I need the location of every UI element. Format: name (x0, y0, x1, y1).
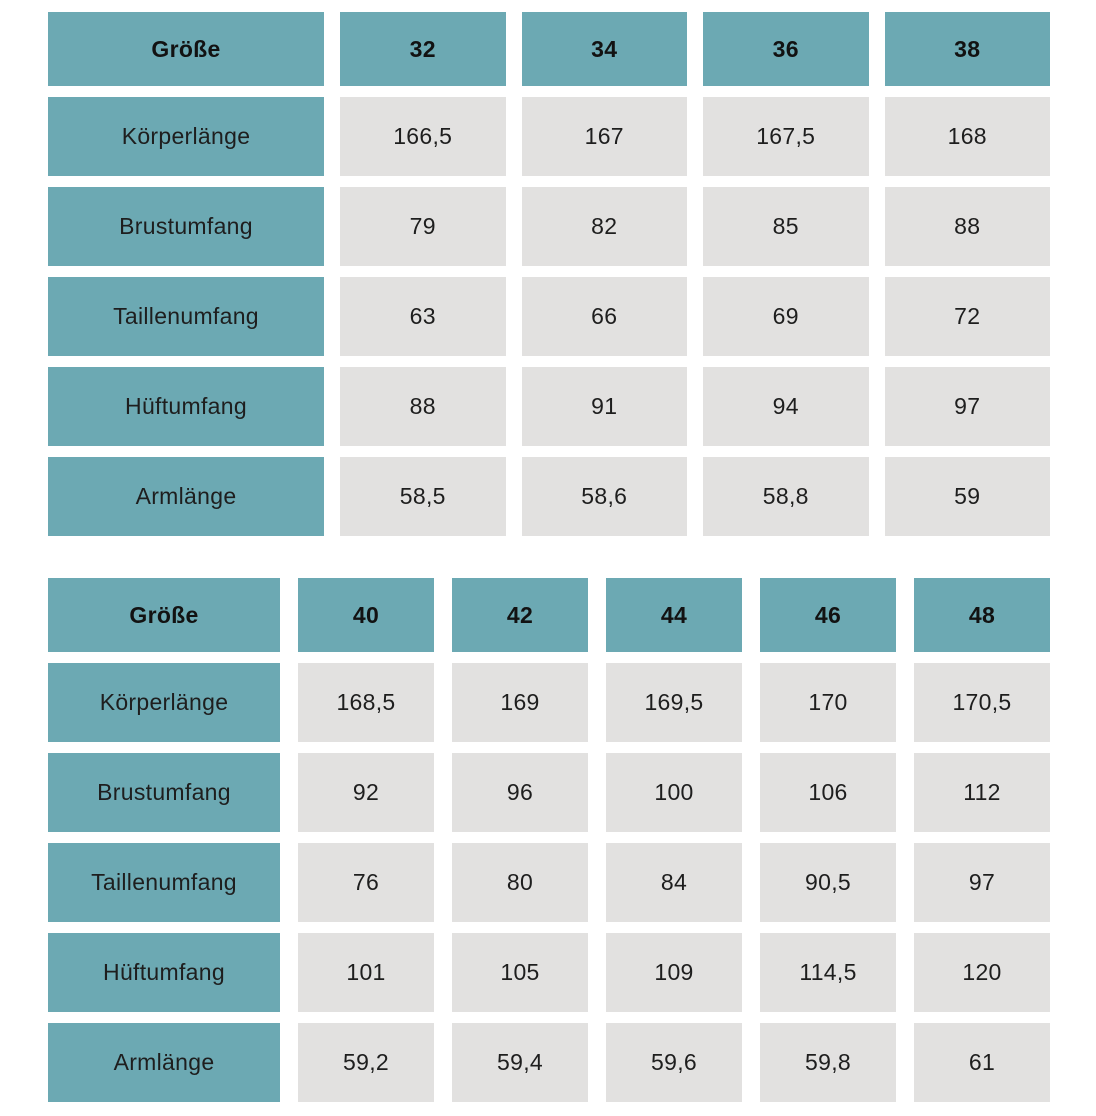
measurement-row-header: Brustumfang (48, 187, 324, 266)
measurement-value-cell: 106 (760, 753, 896, 832)
measurement-value-cell: 167 (521, 97, 687, 176)
size-column-header: 46 (760, 578, 896, 652)
size-column-header: 44 (606, 578, 742, 652)
size-column-header: 32 (340, 12, 506, 86)
measurement-row-header: Hüftumfang (48, 367, 324, 446)
size-table-40-48: Größe 40 42 44 46 48 Körperlänge 168,5 169 169,5 1… (48, 578, 1050, 1102)
measurement-value-cell: 168,5 (298, 663, 434, 742)
size-table-corner-header: Größe (48, 578, 280, 652)
size-column-header: 34 (521, 12, 687, 86)
measurement-value-cell: 79 (340, 187, 506, 266)
measurement-value-cell: 69 (703, 277, 869, 356)
measurement-value-cell: 80 (452, 843, 588, 922)
measurement-value-cell: 59,8 (760, 1023, 896, 1102)
measurement-value-cell: 61 (914, 1023, 1050, 1102)
measurement-value-cell: 72 (884, 277, 1050, 356)
measurement-value-cell: 97 (884, 367, 1050, 446)
size-column-header: 40 (298, 578, 434, 652)
size-table-corner-header: Größe (48, 12, 324, 86)
measurement-value-cell: 169,5 (606, 663, 742, 742)
measurement-value-cell: 58,6 (521, 457, 687, 536)
measurement-value-cell: 84 (606, 843, 742, 922)
measurement-value-cell: 94 (703, 367, 869, 446)
measurement-value-cell: 166,5 (340, 97, 506, 176)
measurement-value-cell: 82 (521, 187, 687, 266)
measurement-value-cell: 96 (452, 753, 588, 832)
measurement-value-cell: 88 (340, 367, 506, 446)
measurement-row-header: Armlänge (48, 457, 324, 536)
measurement-value-cell: 167,5 (703, 97, 869, 176)
measurement-value-cell: 120 (914, 933, 1050, 1012)
measurement-value-cell: 63 (340, 277, 506, 356)
size-table-32-38: Größe 32 34 36 38 Körperlänge 166,5 167 167,5 168… (48, 12, 1050, 536)
measurement-value-cell: 168 (884, 97, 1050, 176)
measurement-value-cell: 76 (298, 843, 434, 922)
measurement-row-header: Taillenumfang (48, 277, 324, 356)
measurement-value-cell: 109 (606, 933, 742, 1012)
measurement-value-cell: 112 (914, 753, 1050, 832)
measurement-value-cell: 100 (606, 753, 742, 832)
measurement-row-header: Taillenumfang (48, 843, 280, 922)
measurement-value-cell: 59,6 (606, 1023, 742, 1102)
measurement-row-header: Armlänge (48, 1023, 280, 1102)
measurement-value-cell: 59,2 (298, 1023, 434, 1102)
measurement-value-cell: 85 (703, 187, 869, 266)
measurement-value-cell: 59,4 (452, 1023, 588, 1102)
measurement-value-cell: 91 (521, 367, 687, 446)
measurement-value-cell: 105 (452, 933, 588, 1012)
size-column-header: 48 (914, 578, 1050, 652)
measurement-value-cell: 114,5 (760, 933, 896, 1012)
measurement-value-cell: 97 (914, 843, 1050, 922)
measurement-value-cell: 170 (760, 663, 896, 742)
measurement-row-header: Hüftumfang (48, 933, 280, 1012)
measurement-value-cell: 58,8 (703, 457, 869, 536)
measurement-value-cell: 88 (884, 187, 1050, 266)
measurement-row-header: Körperlänge (48, 663, 280, 742)
measurement-row-header: Körperlänge (48, 97, 324, 176)
measurement-value-cell: 169 (452, 663, 588, 742)
measurement-value-cell: 101 (298, 933, 434, 1012)
measurement-value-cell: 170,5 (914, 663, 1050, 742)
measurement-value-cell: 92 (298, 753, 434, 832)
measurement-value-cell: 59 (884, 457, 1050, 536)
measurement-value-cell: 58,5 (340, 457, 506, 536)
size-column-header: 36 (703, 12, 869, 86)
measurement-value-cell: 90,5 (760, 843, 896, 922)
size-column-header: 42 (452, 578, 588, 652)
size-column-header: 38 (884, 12, 1050, 86)
measurement-value-cell: 66 (521, 277, 687, 356)
measurement-row-header: Brustumfang (48, 753, 280, 832)
